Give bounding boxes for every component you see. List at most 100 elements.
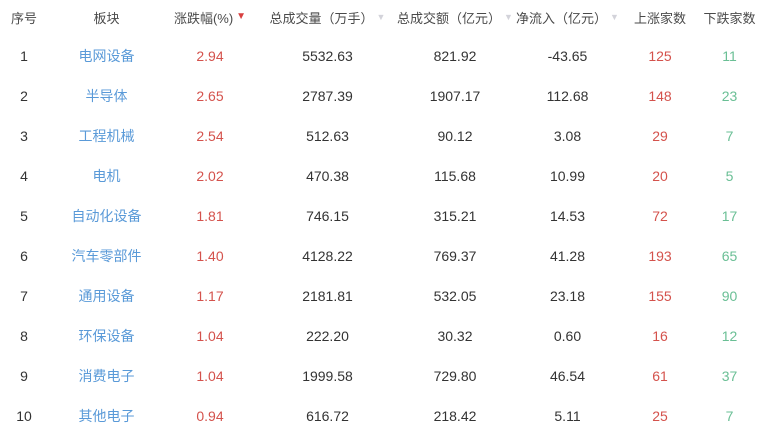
net-inflow-cell: -43.65 [547, 48, 588, 64]
change-pct-cell: 1.04 [196, 368, 224, 384]
table-row: 9 消费电子 1.04 1999.58 729.80 46.54 61 37 [0, 356, 764, 396]
sector-link[interactable]: 其他电子 [78, 408, 135, 424]
volume-cell: 470.38 [306, 168, 349, 184]
up-count-cell: 72 [652, 208, 668, 224]
header-down-count: 下跌家数 [695, 8, 764, 27]
down-count-cell: 7 [725, 408, 734, 424]
turnover-cell: 218.42 [433, 408, 477, 424]
table-row: 5 自动化设备 1.81 746.15 315.21 14.53 72 17 [0, 196, 764, 236]
sector-link[interactable]: 工程机械 [78, 128, 135, 144]
header-change-sortable[interactable]: 涨跌幅(%) ▼ [165, 8, 255, 27]
table-row: 7 通用设备 1.17 2181.81 532.05 23.18 155 90 [0, 276, 764, 316]
header-up-count-label: 上涨家数 [633, 10, 686, 26]
row-index-cell: 1 [20, 48, 28, 64]
down-count-cell: 12 [721, 328, 738, 344]
down-count-cell: 7 [725, 128, 734, 144]
down-count-cell: 37 [721, 368, 738, 384]
sector-link[interactable]: 自动化设备 [71, 208, 142, 224]
header-inflow-sortable[interactable]: 净流入（亿元） ▼ [510, 8, 625, 27]
net-inflow-cell: 41.28 [549, 248, 586, 264]
down-count-cell: 23 [721, 88, 738, 104]
turnover-cell: 532.05 [433, 288, 477, 304]
sector-link[interactable]: 汽车零部件 [71, 248, 142, 264]
up-count-cell: 125 [648, 48, 672, 64]
sector-link[interactable]: 通用设备 [78, 288, 135, 304]
up-count-cell: 20 [652, 168, 668, 184]
row-index-cell: 6 [20, 248, 28, 264]
sector-link[interactable]: 电机 [92, 168, 121, 184]
up-count-cell: 155 [648, 288, 672, 304]
change-pct-cell: 1.81 [196, 208, 224, 224]
header-turnover-sortable[interactable]: 总成交额（亿元） ▼ [397, 8, 513, 27]
turnover-cell: 315.21 [433, 208, 477, 224]
sector-link[interactable]: 半导体 [85, 88, 128, 104]
header-volume-sortable[interactable]: 总成交量（万手） ▼ [255, 8, 400, 27]
row-index-cell: 4 [20, 168, 28, 184]
sector-link[interactable]: 消费电子 [78, 368, 135, 384]
volume-cell: 2181.81 [302, 288, 353, 304]
change-pct-cell: 2.94 [196, 48, 224, 64]
up-count-cell: 25 [652, 408, 668, 424]
table-row: 4 电机 2.02 470.38 115.68 10.99 20 5 [0, 156, 764, 196]
volume-cell: 512.63 [306, 128, 349, 144]
header-sector-label: 板块 [93, 10, 120, 26]
sort-inactive-icon: ▼ [376, 11, 386, 22]
turnover-cell: 769.37 [433, 248, 477, 264]
header-down-count-label: 下跌家数 [703, 10, 756, 26]
volume-cell: 5532.63 [302, 48, 353, 64]
turnover-cell: 729.80 [433, 368, 477, 384]
turnover-cell: 90.12 [437, 128, 473, 144]
turnover-cell: 821.92 [433, 48, 477, 64]
table-row: 6 汽车零部件 1.40 4128.22 769.37 41.28 193 65 [0, 236, 764, 276]
net-inflow-cell: 112.68 [546, 88, 589, 104]
change-pct-cell: 1.17 [196, 288, 224, 304]
up-count-cell: 148 [648, 88, 672, 104]
header-inflow-label: 净流入（亿元） [516, 10, 608, 26]
net-inflow-cell: 10.99 [549, 168, 586, 184]
change-pct-cell: 2.65 [196, 88, 224, 104]
header-index-label: 序号 [10, 10, 37, 26]
down-count-cell: 65 [721, 248, 738, 264]
row-index-cell: 3 [20, 128, 28, 144]
sector-link[interactable]: 环保设备 [78, 328, 135, 344]
down-count-cell: 17 [721, 208, 738, 224]
table-header-row: 序号 板块 涨跌幅(%) ▼ 总成交量（万手） ▼ 总成交额（亿元） ▼ 净流入… [0, 0, 764, 34]
net-inflow-cell: 46.54 [549, 368, 586, 384]
header-up-count: 上涨家数 [625, 8, 695, 27]
up-count-cell: 193 [648, 248, 672, 264]
up-count-cell: 29 [652, 128, 668, 144]
row-index-cell: 9 [20, 368, 28, 384]
change-pct-cell: 2.54 [196, 128, 224, 144]
net-inflow-cell: 0.60 [553, 328, 582, 344]
down-count-cell: 5 [725, 168, 734, 184]
net-inflow-cell: 3.08 [553, 128, 582, 144]
row-index-cell: 8 [20, 328, 28, 344]
table-row: 8 环保设备 1.04 222.20 30.32 0.60 16 12 [0, 316, 764, 356]
header-sector: 板块 [48, 8, 165, 27]
header-index: 序号 [0, 8, 48, 27]
row-index-cell: 2 [20, 88, 28, 104]
turnover-cell: 115.68 [434, 168, 476, 184]
net-inflow-cell: 14.53 [549, 208, 586, 224]
up-count-cell: 16 [652, 328, 668, 344]
row-index-cell: 7 [20, 288, 28, 304]
turnover-cell: 1907.17 [429, 88, 481, 104]
sort-inactive-icon: ▼ [610, 11, 619, 22]
table-row: 2 半导体 2.65 2787.39 1907.17 112.68 148 23 [0, 76, 764, 116]
volume-cell: 222.20 [306, 328, 349, 344]
header-turnover-label: 总成交额（亿元） [397, 10, 502, 26]
volume-cell: 1999.58 [302, 368, 353, 384]
table-row: 10 其他电子 0.94 616.72 218.42 5.11 25 7 [0, 396, 764, 436]
turnover-cell: 30.32 [437, 328, 473, 344]
row-index-cell: 10 [16, 408, 32, 424]
volume-cell: 746.15 [306, 208, 349, 224]
volume-cell: 2787.39 [302, 88, 353, 104]
net-inflow-cell: 23.18 [549, 288, 586, 304]
sector-link[interactable]: 电网设备 [78, 48, 135, 64]
change-pct-cell: 2.02 [196, 168, 224, 184]
sort-inactive-icon: ▼ [504, 11, 513, 22]
sort-desc-active-icon: ▼ [236, 11, 247, 22]
up-count-cell: 61 [652, 368, 668, 384]
header-volume-label: 总成交量（万手） [269, 10, 374, 26]
